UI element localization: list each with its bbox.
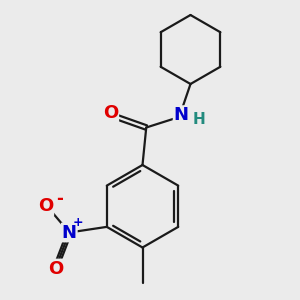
Text: H: H bbox=[192, 112, 205, 128]
Text: O: O bbox=[103, 104, 118, 122]
Text: N: N bbox=[62, 224, 77, 242]
Text: O: O bbox=[49, 260, 64, 278]
Text: -: - bbox=[56, 190, 63, 208]
Text: O: O bbox=[38, 197, 53, 215]
Text: +: + bbox=[72, 216, 83, 229]
Text: N: N bbox=[174, 106, 189, 124]
